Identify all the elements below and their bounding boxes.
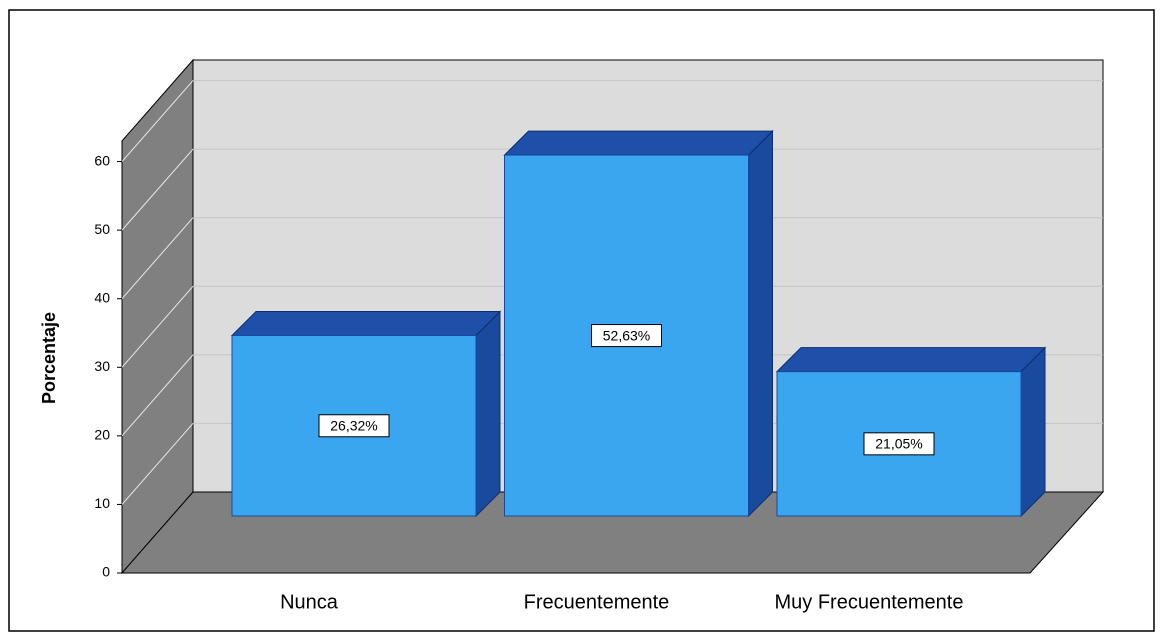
value-label: 52,63% [603, 327, 650, 343]
bar-side [475, 310, 501, 518]
y-axis-label: Porcentaje [39, 312, 59, 404]
wall-grid-line [121, 423, 194, 505]
bar-top [775, 347, 1047, 373]
x-tick-label: Nunca [280, 591, 339, 613]
value-label-box [863, 432, 935, 456]
y-tick-label: 20 [94, 427, 110, 443]
value-label-box [591, 324, 662, 348]
bar-top [503, 130, 774, 156]
wall-grid-line [121, 148, 194, 231]
bars: 26,32% 52,63% 21,05% [230, 129, 1047, 518]
y-tick-label: 30 [94, 358, 110, 374]
left-wall [121, 58, 194, 575]
value-label: 21,05% [875, 436, 922, 452]
y-tick-label: 0 [102, 564, 110, 580]
bar-top [230, 311, 502, 337]
value-label-box [318, 414, 390, 438]
y-tick-label: 10 [94, 495, 110, 511]
wall-grid-line [121, 354, 194, 437]
x-tick-label: Frecuentemente [524, 591, 670, 613]
wall-grid-line [121, 80, 194, 162]
value-label: 26,32% [330, 417, 377, 433]
bar-side [748, 129, 773, 518]
y-tick-label: 60 [94, 152, 110, 168]
y-tick-label: 50 [94, 221, 110, 237]
x-tick-label: Muy Frecuentemente [775, 591, 964, 613]
bar-side [1020, 346, 1046, 518]
y-tick-label: 40 [94, 289, 110, 305]
wall-grid-line [121, 285, 194, 368]
wall-grid-line [121, 217, 194, 300]
